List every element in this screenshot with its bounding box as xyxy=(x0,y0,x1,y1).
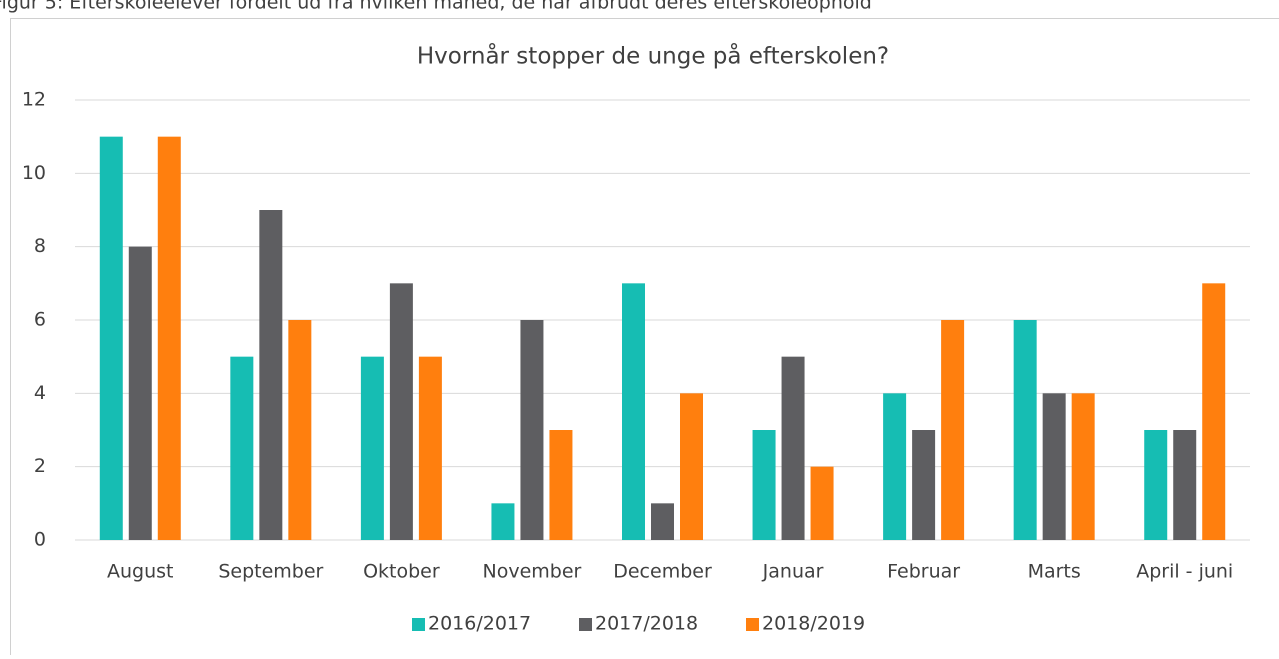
legend-label: 2016/2017 xyxy=(428,613,531,635)
y-tick-label: 4 xyxy=(34,382,46,404)
bar xyxy=(1144,430,1167,540)
bar xyxy=(1202,283,1225,540)
bar xyxy=(520,320,543,540)
bar xyxy=(129,247,152,540)
bar xyxy=(782,357,805,540)
bar xyxy=(100,137,123,540)
legend-label: 2017/2018 xyxy=(595,613,698,635)
legend-swatch xyxy=(746,618,759,631)
y-tick-label: 6 xyxy=(34,309,46,331)
x-tick-label: Januar xyxy=(762,561,824,583)
y-tick-label: 10 xyxy=(22,162,46,184)
x-tick-label: April - juni xyxy=(1136,561,1233,583)
y-tick-label: 8 xyxy=(34,235,46,257)
bar xyxy=(549,430,572,540)
bar xyxy=(1043,393,1066,540)
legend-swatch xyxy=(579,618,592,631)
bar xyxy=(419,357,442,540)
bar xyxy=(811,467,834,540)
bar xyxy=(288,320,311,540)
legend-swatch xyxy=(412,618,425,631)
bar xyxy=(390,283,413,540)
bar xyxy=(753,430,776,540)
bar xyxy=(491,503,514,540)
bar xyxy=(1173,430,1196,540)
x-tick-label: Marts xyxy=(1028,561,1081,583)
bar xyxy=(361,357,384,540)
x-tick-label: Oktober xyxy=(363,561,440,583)
bar xyxy=(883,393,906,540)
bar xyxy=(259,210,282,540)
bar xyxy=(651,503,674,540)
bar xyxy=(1014,320,1037,540)
x-tick-label: August xyxy=(107,561,174,583)
x-tick-label: Februar xyxy=(887,561,960,583)
x-tick-label: November xyxy=(483,561,582,583)
bar xyxy=(941,320,964,540)
chart-title: Hvornår stopper de unge på efterskolen? xyxy=(417,42,889,70)
y-tick-label: 2 xyxy=(34,455,46,477)
y-tick-label: 0 xyxy=(34,529,46,551)
caption: Figur 5: Efterskoleelever fordelt ud fra… xyxy=(0,0,872,14)
bar xyxy=(622,283,645,540)
bar xyxy=(912,430,935,540)
x-tick-label: December xyxy=(613,561,712,583)
bar xyxy=(158,137,181,540)
bar xyxy=(230,357,253,540)
y-tick-label: 12 xyxy=(22,89,46,111)
legend-label: 2018/2019 xyxy=(762,613,865,635)
x-tick-label: September xyxy=(218,561,323,583)
bar xyxy=(680,393,703,540)
bar xyxy=(1072,393,1095,540)
